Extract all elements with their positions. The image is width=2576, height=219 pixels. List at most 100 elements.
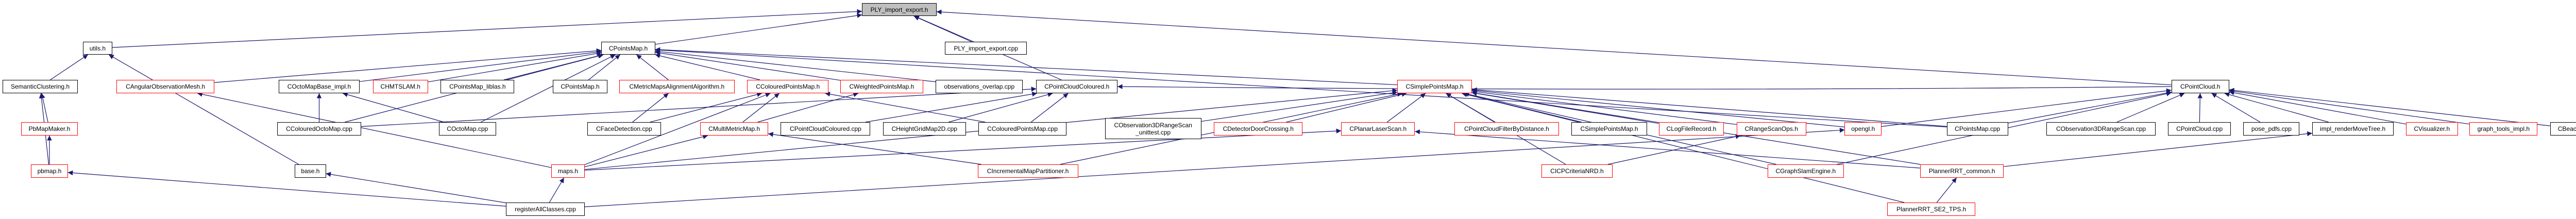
node-pcc-cpp[interactable]: CPointCloudColoured.cpp [781,122,871,136]
node-pointsmap-cpp[interactable]: CPointsMap.cpp [1946,122,2008,136]
node-label: CObservation3DRangeScan [1114,121,1192,129]
node-logfile-h[interactable]: CLogFileRecord.h [1658,122,1724,136]
node-label: CHeightGridMap2D.cpp [891,125,957,132]
edge-coloctomap_cpp-to-pcc_h [361,87,1037,127]
node-opengl-h[interactable]: opengl.h [1844,122,1882,136]
edge-spm_h-to-cpointsmap_h [655,47,1398,86]
edge-pointcloud_h-to-pcc_h [1117,84,2172,90]
node-label: CPointsMap.cpp [1955,125,2001,132]
node-obsoverlap-cpp[interactable]: observations_overlap.cpp [936,80,1023,93]
edge-layer [39,9,2550,207]
node-rendertree-h[interactable]: impl_renderMoveTree.h [2312,122,2394,136]
node-colpm-h[interactable]: CColouredPointsMap.h [747,80,829,93]
edge-pointsmap_cpp-to-cpointsmap_h [655,47,1947,128]
node-colpm-cpp[interactable]: CColouredPointsMap.cpp [978,122,1066,136]
node-weighted-h[interactable]: CWeightedPointsMap.h [840,80,923,93]
node-pointcloud-cpp[interactable]: CPointCloud.cpp [2168,122,2231,136]
edge-maps_h-to-colpm_h [584,92,771,165]
node-graphslam-h[interactable]: CGraphSlamEngine.h [1767,164,1844,178]
node-label: CColouredPointsMap.h [756,83,820,90]
node-label: CHMTSLAM.h [380,83,420,90]
node-liblas-h[interactable]: CPointsMap_liblas.h [440,80,515,93]
node-multimetric-h[interactable]: CMultiMetricMap.h [700,122,769,136]
edge-octobase_h-to-cpointsmap_h [359,49,602,82]
node-door-h[interactable]: CDetectorDoorCrossing.h [1214,122,1303,136]
edge-rendertree_h-to-pointcloud_h [2224,92,2329,123]
node-semantic-h[interactable]: SemanticClustering.h [2,80,78,93]
node-cpointsmap2-h[interactable]: CPointsMap.h [553,80,607,93]
node-icp-h[interactable]: CICPCriteriaNRD.h [1541,164,1613,178]
edge-weighted_h-to-cpointsmap_h [655,50,840,81]
edge-beacon_cpp-to-pointcloud_h [2229,88,2550,126]
node-planar-h[interactable]: CPlanarLaserScan.h [1341,122,1415,136]
node-beacon-cpp[interactable]: CBeacon.cpp [2550,122,2576,136]
edge-cpointsmap2_h-to-cpointsmap_h [588,54,621,80]
edge-octomap_cpp-to-cpointsmap_h [480,54,616,123]
edge-incremental_h-to-multimetric_h [768,132,981,165]
node-heightgrid-cpp[interactable]: CHeightGridMap2D.cpp [883,122,966,136]
node-label: pbmap.h [37,167,62,175]
node-filterdist-h[interactable]: CPointCloudFilterByDistance.h [1454,122,1559,136]
node-ply-cpp[interactable]: PLY_import_export.cpp [945,42,1027,55]
node-rrtse2-h[interactable]: PlannerRRT_SE2_TPS.h [1887,203,1976,216]
node-label: CRangeScanOps.h [1744,125,1798,132]
node-visualizer-h[interactable]: CVisualizer.h [2405,122,2458,136]
node-angular-h[interactable]: CAngularObservationMesh.h [116,80,215,93]
edge-cpointsmap_h-to-ply_h [655,13,862,45]
node-spm2-h[interactable]: CSimplePointsMap.h [1571,122,1647,136]
node-obs3d-unittest-cpp[interactable]: CObservation3DRangeScan _unittest.cpp [1105,118,1201,139]
node-label: CFaceDetection.cpp [596,125,652,132]
node-rrtcommon-h[interactable]: PlannerRRT_common.h [1920,164,2004,178]
node-align-h[interactable]: CMetricMapsAlignmentAlgorithm.h [619,80,735,93]
edge-rrtcommon_h-to-planar_h [1415,129,1920,169]
node-label: CVisualizer.h [2414,125,2450,132]
node-label: CPointCloud.cpp [2176,125,2223,132]
node-registerall-cpp[interactable]: registerAllClasses.cpp [506,203,585,216]
node-label: opengl.h [1851,125,1875,132]
edge-angular_h-to-cpointsmap_h [214,48,602,83]
node-label: pose_pdfs.cpp [2251,125,2292,132]
node-label: CGraphSlamEngine.h [1775,167,1836,175]
node-posepdfs-cpp[interactable]: pose_pdfs.cpp [2243,122,2300,136]
node-utils-h[interactable]: utils.h [82,42,112,55]
node-hmtslam-h[interactable]: CHMTSLAM.h [372,80,428,93]
edge-posepdfs_cpp-to-pointcloud_h [2211,93,2261,123]
node-cpointsmap-h[interactable]: CPointsMap.h [601,42,655,55]
edge-semantic_h-to-utils_h [50,54,89,80]
node-label: maps.h [557,167,579,175]
node-coloctomap-cpp[interactable]: CColouredOctoMap.cpp [277,122,361,136]
node-pbmap-h[interactable]: pbmap.h [31,164,68,178]
edge-maps_h-to-planar_h [584,128,1342,171]
node-label: observations_overlap.cpp [944,83,1015,90]
edge-octomap_cpp-to-octobase_h [342,92,444,123]
node-label: graph_tools_impl.h [2477,125,2530,132]
edge-opengl_h-to-pointcloud_h [1881,88,2172,127]
node-label: PLY_import_export.h [870,6,928,13]
node-spm-h[interactable]: CSimplePointsMap.h [1397,80,1472,93]
edge-rrtcommon_h-to-rendertree_h [2004,131,2312,167]
node-graphtools-h[interactable]: graph_tools_impl.h [2469,122,2538,136]
node-base-h[interactable]: base.h [295,164,326,178]
node-maps-h[interactable]: maps.h [551,164,585,178]
node-pcc-h[interactable]: CPointCloudColoured.h [1036,80,1118,93]
node-label: CPointsMap_liblas.h [449,83,506,90]
node-ply-h[interactable]: PLY_import_export.h [862,3,937,16]
node-octomap-cpp[interactable]: COctoMap.cpp [439,122,496,136]
edge-graphtools_h-to-pointcloud_h [2229,89,2470,125]
node-pbmapmaker-h[interactable]: PbMapMaker.h [21,122,78,136]
edge-base_h-to-utils_h [108,54,299,165]
node-obs3d-cpp[interactable]: CObservation3DRangeScan.cpp [2046,122,2156,136]
node-label: SemanticClustering.h [11,83,70,90]
node-face-cpp[interactable]: CFaceDetection.cpp [587,122,661,136]
node-octobase-h[interactable]: COctoMapBase_impl.h [279,80,360,93]
node-label: CColouredOctoMap.cpp [286,125,352,132]
node-label: CWeightedPointsMap.h [849,83,914,90]
node-rangescanops-h[interactable]: CRangeScanOps.h [1736,122,1806,136]
node-incremental-h[interactable]: CIncrementalMapPartitioner.h [977,164,1078,178]
node-label: CSimplePointsMap.h [1580,125,1638,132]
node-pointcloud-h[interactable]: CPointCloud.h [2171,80,2229,93]
edge-rangescanops_h-to-spm_h [1471,89,1737,125]
edge-maps_h-to-multimetric_h [584,134,708,167]
